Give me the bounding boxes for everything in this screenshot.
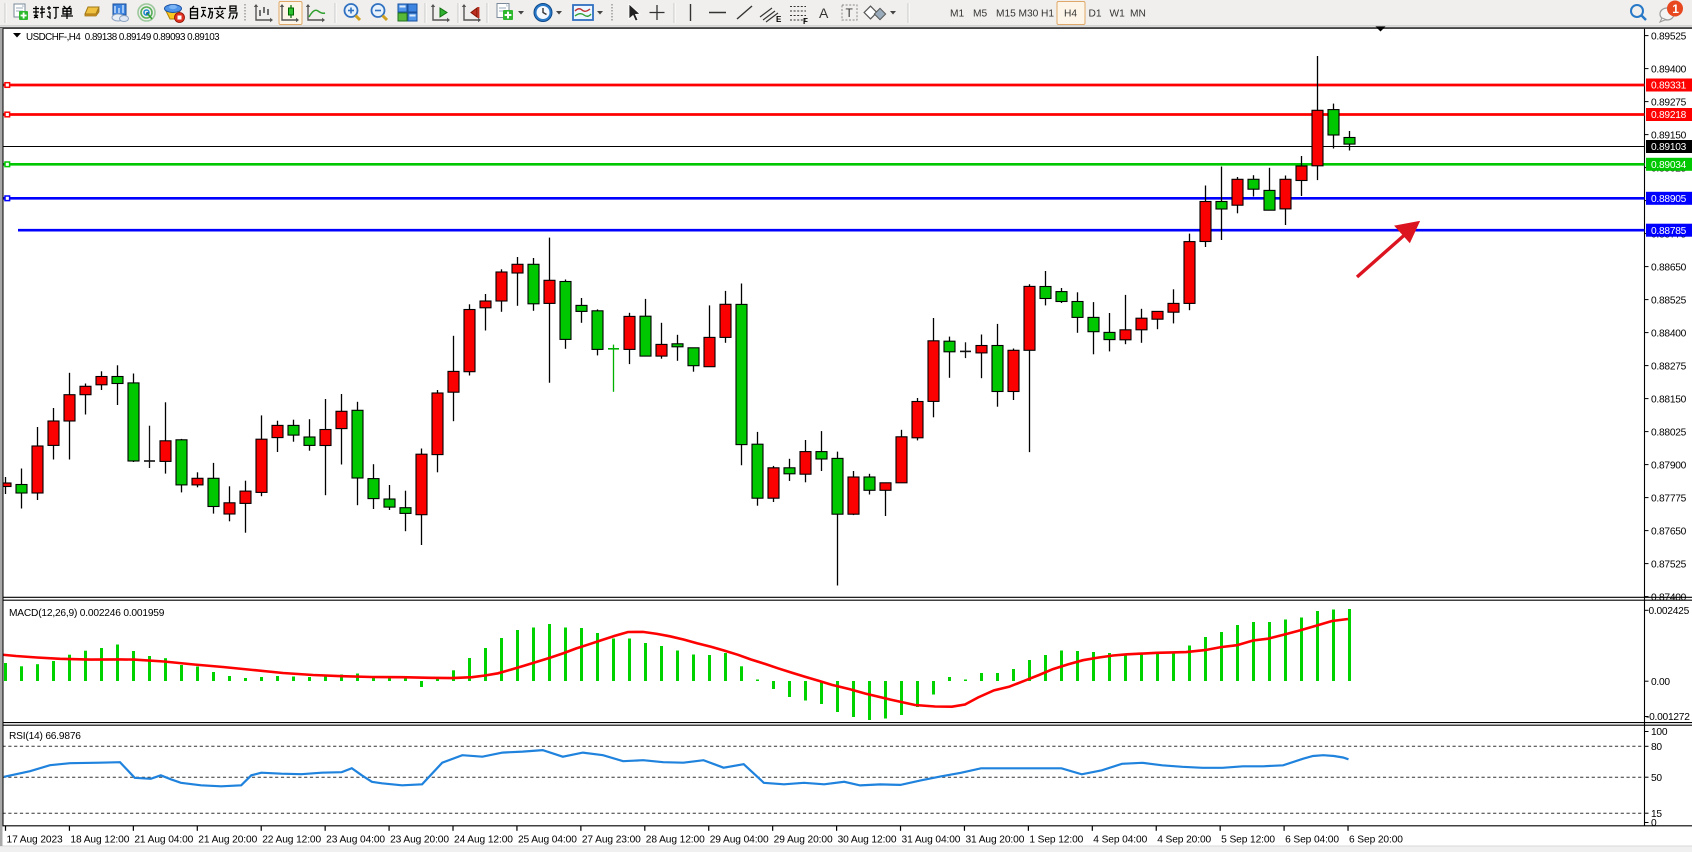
svg-text:29 Aug 04:00: 29 Aug 04:00 — [710, 835, 769, 846]
svg-text:23 Aug 20:00: 23 Aug 20:00 — [390, 835, 449, 846]
svg-text:5 Sep 12:00: 5 Sep 12:00 — [1221, 835, 1275, 846]
svg-text:M15: M15 — [996, 9, 1016, 20]
svg-text:W1: W1 — [1110, 9, 1126, 20]
svg-text:MACD(12,26,9) 0.002246 0.00195: MACD(12,26,9) 0.002246 0.001959 — [9, 608, 165, 619]
svg-text:80: 80 — [1651, 742, 1662, 753]
svg-text:M30: M30 — [1019, 9, 1039, 20]
svg-text:0.87525: 0.87525 — [1651, 559, 1687, 570]
svg-text:23 Aug 04:00: 23 Aug 04:00 — [326, 835, 385, 846]
svg-text:0: 0 — [1651, 818, 1657, 829]
svg-text:0.89400: 0.89400 — [1651, 64, 1687, 75]
svg-text:D1: D1 — [1089, 9, 1102, 20]
svg-text:-0.001272: -0.001272 — [1646, 712, 1690, 723]
svg-text:27 Aug 23:00: 27 Aug 23:00 — [582, 835, 641, 846]
svg-text:0.002425: 0.002425 — [1649, 606, 1690, 617]
svg-text:0.88275: 0.88275 — [1651, 361, 1687, 372]
svg-text:6 Sep 20:00: 6 Sep 20:00 — [1349, 835, 1403, 846]
svg-text:25 Aug 04:00: 25 Aug 04:00 — [518, 835, 577, 846]
svg-text:24 Aug 12:00: 24 Aug 12:00 — [454, 835, 513, 846]
svg-text:21 Aug 04:00: 21 Aug 04:00 — [134, 835, 193, 846]
svg-text:31 Aug 04:00: 31 Aug 04:00 — [902, 835, 961, 846]
svg-text:15: 15 — [1651, 809, 1662, 820]
svg-text:E: E — [776, 15, 782, 24]
svg-text:RSI(14) 66.9876: RSI(14) 66.9876 — [9, 731, 81, 742]
svg-text:0.88025: 0.88025 — [1651, 427, 1687, 438]
svg-text:0.88785: 0.88785 — [1651, 226, 1687, 237]
svg-text:MN: MN — [1130, 9, 1146, 20]
svg-text:0.89525: 0.89525 — [1651, 31, 1687, 42]
svg-text:A: A — [819, 5, 829, 21]
svg-text:21 Aug 20:00: 21 Aug 20:00 — [198, 835, 257, 846]
svg-text:0.89034: 0.89034 — [1651, 160, 1687, 171]
svg-text:F: F — [803, 17, 808, 26]
svg-text:0.87400: 0.87400 — [1651, 592, 1687, 603]
svg-text:4 Sep 04:00: 4 Sep 04:00 — [1093, 835, 1147, 846]
svg-text:0.89275: 0.89275 — [1651, 97, 1687, 108]
svg-text:50: 50 — [1651, 773, 1662, 784]
svg-text:4 Sep 20:00: 4 Sep 20:00 — [1157, 835, 1211, 846]
svg-text:0.88150: 0.88150 — [1651, 394, 1687, 405]
svg-text:0.89150: 0.89150 — [1651, 130, 1687, 141]
svg-text:M5: M5 — [973, 9, 987, 20]
svg-text:1 Sep 12:00: 1 Sep 12:00 — [1029, 835, 1083, 846]
svg-text:1: 1 — [1672, 2, 1679, 16]
svg-text:H1: H1 — [1041, 9, 1054, 20]
svg-text:0.89331: 0.89331 — [1651, 81, 1687, 92]
svg-text:30 Aug 12:00: 30 Aug 12:00 — [838, 835, 897, 846]
svg-text:USDCHF-,H4 0.89138 0.89149 0.: USDCHF-,H4 0.89138 0.89149 0.89093 0.891… — [26, 32, 220, 43]
svg-text:0.88905: 0.88905 — [1651, 194, 1687, 205]
svg-text:28 Aug 12:00: 28 Aug 12:00 — [646, 835, 705, 846]
svg-text:0.88525: 0.88525 — [1651, 295, 1687, 306]
svg-text:6 Sep 04:00: 6 Sep 04:00 — [1285, 835, 1339, 846]
svg-text:31 Aug 20:00: 31 Aug 20:00 — [965, 835, 1024, 846]
svg-text:0.89103: 0.89103 — [1651, 142, 1687, 153]
svg-text:100: 100 — [1651, 727, 1668, 738]
svg-text:17 Aug 2023: 17 Aug 2023 — [7, 835, 64, 846]
svg-text:0.87650: 0.87650 — [1651, 526, 1687, 537]
svg-text:22 Aug 12:00: 22 Aug 12:00 — [262, 835, 321, 846]
svg-text:0.87775: 0.87775 — [1651, 493, 1687, 504]
svg-text:0.88650: 0.88650 — [1651, 262, 1687, 273]
svg-text:M1: M1 — [950, 9, 964, 20]
svg-text:18 Aug 12:00: 18 Aug 12:00 — [70, 835, 129, 846]
svg-text:T: T — [846, 6, 854, 20]
svg-text:29 Aug 20:00: 29 Aug 20:00 — [774, 835, 833, 846]
svg-text:H4: H4 — [1064, 9, 1077, 20]
svg-text:0.00: 0.00 — [1651, 677, 1670, 688]
svg-text:0.87900: 0.87900 — [1651, 460, 1687, 471]
svg-text:0.89218: 0.89218 — [1651, 110, 1687, 121]
svg-text:0.88400: 0.88400 — [1651, 328, 1687, 339]
